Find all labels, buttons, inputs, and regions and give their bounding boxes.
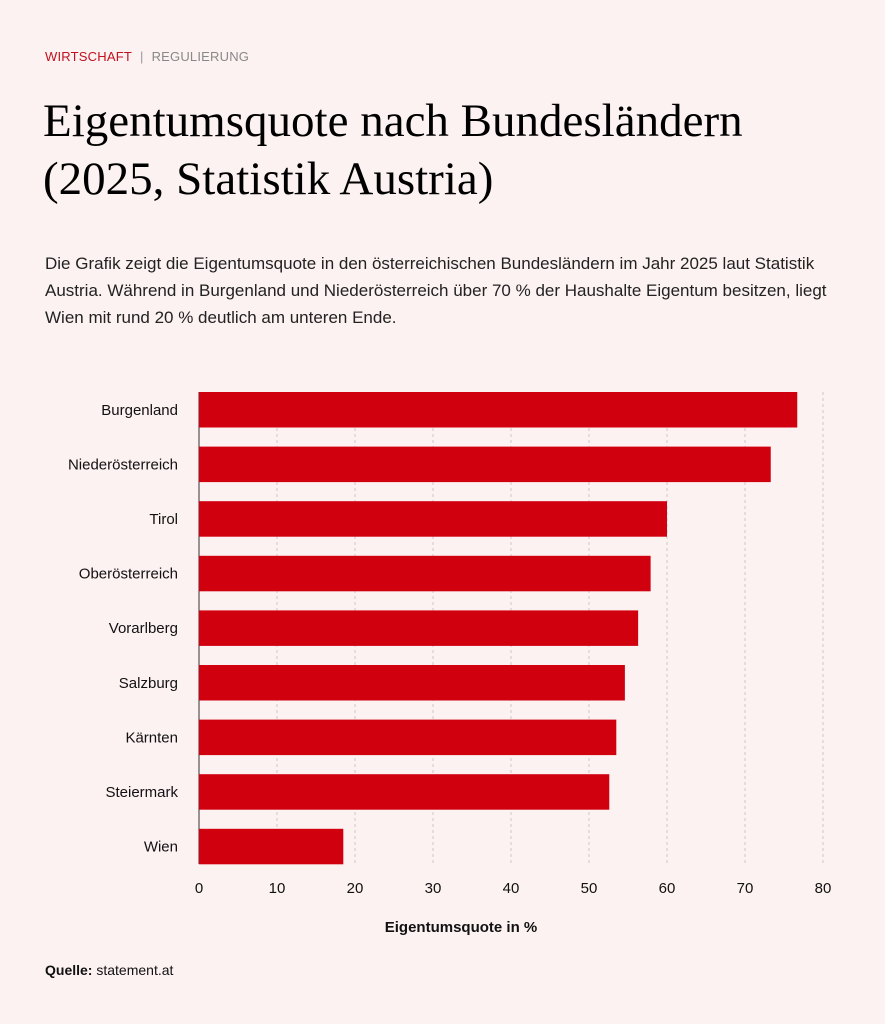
- x-tick-label: 30: [425, 880, 442, 897]
- bar: [199, 828, 344, 865]
- category-label: Salzburg: [119, 675, 178, 692]
- category-label: Vorarlberg: [109, 620, 178, 637]
- subcategory-link[interactable]: REGULIERUNG: [151, 49, 250, 64]
- description: Die Grafik zeigt die Eigentumsquote in d…: [45, 254, 827, 327]
- page-title: Eigentumsquote nach Bundesländern (2025,…: [43, 95, 743, 205]
- bar-chart: 0 10 20 30 40 50 60 70 80 Burgenland Niederösterre…: [68, 392, 832, 936]
- source: Quelle: statement.at: [45, 962, 173, 978]
- x-tick-label: 0: [195, 880, 203, 897]
- x-tick-label: 40: [503, 880, 520, 897]
- bar: [199, 774, 610, 810]
- kicker-separator: |: [139, 49, 144, 64]
- category-label: Wien: [144, 839, 178, 856]
- x-tick-label: 60: [659, 880, 676, 897]
- category-label: Niederösterreich: [68, 456, 178, 473]
- bar: [199, 392, 798, 428]
- x-tick-label: 20: [347, 880, 364, 897]
- category-label: Steiermark: [105, 784, 178, 801]
- category-label: Oberösterreich: [79, 566, 178, 583]
- bar: [199, 610, 639, 646]
- bar: [199, 501, 667, 537]
- x-tick-label: 70: [737, 880, 754, 897]
- source-value: statement.at: [96, 962, 174, 978]
- x-tick-label: 10: [269, 880, 286, 897]
- category-label: Burgenland: [101, 402, 178, 419]
- x-tick-label: 50: [581, 880, 598, 897]
- bar: [199, 665, 625, 701]
- x-tick-label: 80: [815, 880, 832, 897]
- bar: [199, 446, 771, 483]
- category-label: Tirol: [149, 511, 178, 528]
- kicker: WIRTSCHAFT | REGULIERUNG: [45, 49, 249, 64]
- source-label: Quelle:: [45, 962, 93, 978]
- bar: [199, 555, 651, 592]
- category-label: Kärnten: [125, 729, 178, 746]
- x-axis-label: Eigentumsquote in %: [385, 919, 538, 936]
- bar: [199, 719, 617, 756]
- category-link[interactable]: WIRTSCHAFT: [45, 49, 132, 64]
